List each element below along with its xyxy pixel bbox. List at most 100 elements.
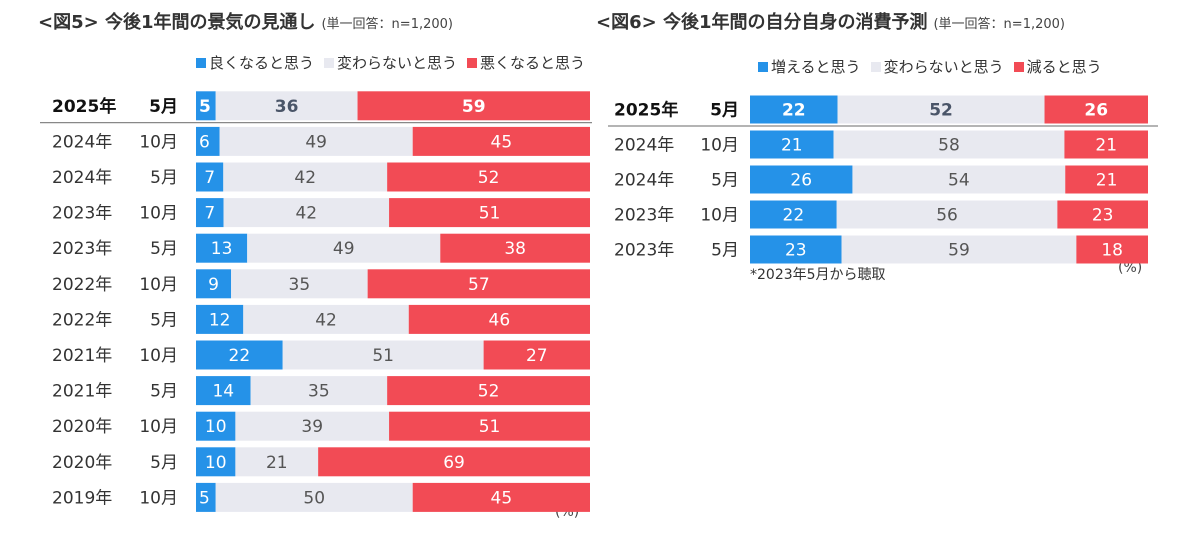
chart5-row-1-bar-2 xyxy=(412,126,590,156)
chart5-row-7-label-2: 27 xyxy=(526,346,548,366)
chart6-row-1-bar-0 xyxy=(750,130,834,159)
chart5-row-8-label-0: 14 xyxy=(212,382,234,402)
chart5-row-1-month: 10月 xyxy=(139,132,178,152)
chart5-legend-same-label: 変わらないと思う xyxy=(337,54,458,72)
chart5-row-2-bar-0 xyxy=(196,162,224,192)
chart5-legend-same: 変わらないと思う xyxy=(324,52,457,73)
chart5-row-7-label-1: 51 xyxy=(372,346,394,366)
chart6-row-3-month: 10月 xyxy=(700,206,739,226)
chart6-row-4-year: 2023年 xyxy=(614,241,674,261)
chart6-legend-up-swatch xyxy=(758,61,768,72)
chart6-row-3-bar-1 xyxy=(836,200,1058,229)
chart6-row-2-label-0: 26 xyxy=(790,171,812,191)
chart6-row-0-bar-1 xyxy=(837,95,1045,124)
chart6-row-0-bar-0 xyxy=(750,95,838,124)
chart6-legend-same: 変わらないと思う xyxy=(870,56,1004,77)
chart6-row-3-label-2: 23 xyxy=(1092,206,1114,226)
chart6-legend: 増えると思う 変わらないと思う 減ると思う xyxy=(758,56,1102,77)
chart5-row-6-bar-2 xyxy=(408,304,590,334)
chart6-row-1-bar-1 xyxy=(833,130,1065,159)
chart5-row-9-label-2: 51 xyxy=(479,417,501,437)
chart5-row-10-month: 5月 xyxy=(150,453,178,473)
chart5-row-0-label-0: 5 xyxy=(199,97,211,117)
chart5-row-3-month: 10月 xyxy=(139,204,178,224)
chart5-legend-down-label: 悪くなると思う xyxy=(480,54,586,72)
chart6-legend-down: 減ると思う xyxy=(1013,56,1102,77)
chart5-row-8-year: 2021年 xyxy=(52,382,112,402)
chart5-row-4-label-0: 13 xyxy=(211,239,233,259)
chart6-row-2-label-2: 21 xyxy=(1096,171,1118,191)
chart5-legend-down: 悪くなると思う xyxy=(467,52,585,73)
chart5-row-1-bar-1 xyxy=(219,126,413,156)
chart5-title-text: <図5> 今後1年間の景気の見通し xyxy=(38,12,316,33)
chart6-legend-same-label: 変わらないと思う xyxy=(883,58,1004,76)
chart5-row-0-bar-2 xyxy=(357,91,590,121)
chart5-row-9-bar-1 xyxy=(235,411,390,441)
chart5-row-5-bar-2 xyxy=(367,269,590,299)
chart5-row-2-bar-1 xyxy=(223,162,388,192)
chart6-row-3-year: 2023年 xyxy=(614,206,674,226)
chart5-row-3-label-0: 7 xyxy=(204,204,215,224)
chart5-row-2-year: 2024年 xyxy=(52,168,112,188)
chart5-row-11-year: 2019年 xyxy=(52,488,112,508)
chart5-row-0-label-1: 36 xyxy=(275,97,299,117)
chart5-row-8-label-1: 35 xyxy=(308,382,330,402)
chart5-row-6-month: 5月 xyxy=(150,310,178,330)
chart5-row-8-bar-1 xyxy=(250,376,388,406)
chart5-row-11-bar-1 xyxy=(215,482,413,512)
chart5-legend-same-swatch xyxy=(324,57,335,68)
chart5-legend-up-swatch xyxy=(196,57,206,68)
chart5-row-8-bar-2 xyxy=(387,376,590,406)
chart5-row-2-label-1: 42 xyxy=(294,168,316,188)
chart5-row-4-label-1: 49 xyxy=(333,239,355,259)
chart5-title: <図5> 今後1年間の景気の見通し (単一回答：n=1,200) xyxy=(38,8,453,34)
chart6-row-0-label-1: 52 xyxy=(929,101,953,121)
chart5-row-5-bar-0 xyxy=(196,269,232,299)
chart5-row-0-bar-1 xyxy=(215,91,358,121)
chart5-row-4-bar-1 xyxy=(247,233,441,263)
chart6-title: <図6> 今後1年間の自分自身の消費予測 (単一回答：n=1,200) xyxy=(596,8,1065,34)
chart5-row-4-bar-2 xyxy=(440,233,590,263)
chart5-row-10-bar-2 xyxy=(318,447,590,477)
chart5-row-6-bar-1 xyxy=(243,304,409,334)
chart5-row-10-year: 2020年 xyxy=(52,453,112,473)
chart5-row-3-bar-1 xyxy=(223,198,390,228)
chart6-row-4-bar-1 xyxy=(841,235,1077,264)
chart6-legend-down-swatch xyxy=(1013,61,1024,72)
chart6-row-4-month: 5月 xyxy=(711,241,739,261)
chart5-row-2-bar-2 xyxy=(387,162,590,192)
chart6-legend-up: 増えると思う xyxy=(758,56,861,77)
chart5-row-1-year: 2024年 xyxy=(52,132,112,152)
chart5-row-0-label-2: 59 xyxy=(462,97,486,117)
chart6-row-2-bar-2 xyxy=(1065,165,1148,194)
chart5-legend-down-swatch xyxy=(467,57,478,68)
chart6-row-2-year: 2024年 xyxy=(614,171,674,191)
chart6-legend-down-label: 減ると思う xyxy=(1026,58,1102,76)
chart5-row-0-year: 2025年 xyxy=(52,96,116,117)
chart6-row-2-bar-1 xyxy=(852,165,1066,194)
chart5-row-11-label-2: 45 xyxy=(491,488,513,508)
chart5-row-7-month: 10月 xyxy=(139,346,178,366)
chart5-row-3-label-2: 51 xyxy=(479,204,501,224)
chart6-row-4-label-1: 59 xyxy=(948,241,970,261)
chart5-row-9-label-0: 10 xyxy=(205,417,227,437)
chart5-row-7-bar-2 xyxy=(483,340,590,370)
chart6-row-0-year: 2025年 xyxy=(614,100,678,121)
chart5-row-5-label-2: 57 xyxy=(468,275,490,295)
chart5-row-9-label-1: 39 xyxy=(301,417,323,437)
chart5-row-2-label-2: 52 xyxy=(478,168,500,188)
chart5-row-2-month: 5月 xyxy=(150,168,178,188)
chart5-row-5-year: 2022年 xyxy=(52,275,112,295)
chart5-legend-up: 良くなると思う xyxy=(196,52,314,73)
chart5-legend-up-label: 良くなると思う xyxy=(209,54,315,72)
chart5-row-7-year: 2021年 xyxy=(52,346,112,366)
chart5-row-9-year: 2020年 xyxy=(52,417,112,437)
chart6-row-1-bar-2 xyxy=(1064,130,1148,159)
chart5-row-3-label-1: 42 xyxy=(295,204,317,224)
chart5-row-10-label-0: 10 xyxy=(205,453,227,473)
chart6-row-3-label-0: 22 xyxy=(783,206,805,226)
chart5-row-6-bar-0 xyxy=(196,304,244,334)
chart6-row-0-label-2: 26 xyxy=(1084,101,1108,121)
chart6-row-1-month: 10月 xyxy=(700,136,739,156)
